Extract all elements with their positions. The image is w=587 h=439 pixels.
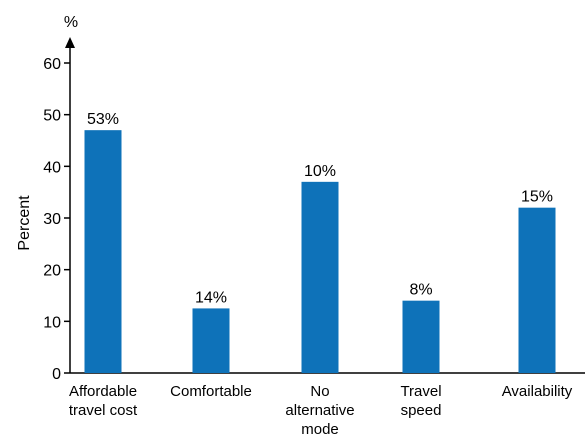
category-labels: Affordable travel cost Comfortable No altern… — [69, 383, 573, 438]
bar — [192, 308, 230, 373]
data-label: 8% — [409, 282, 432, 299]
y-tick-label: 0 — [52, 366, 61, 383]
bars — [84, 130, 556, 373]
y-tick-label: 10 — [43, 314, 61, 331]
x-category-label: No alternative mode — [285, 383, 354, 438]
y-tick-label: 60 — [43, 56, 61, 73]
x-category-label: Comfortable — [170, 383, 252, 400]
data-label: 14% — [195, 289, 227, 306]
bar — [84, 130, 122, 373]
y-tick-label: 50 — [43, 108, 61, 125]
data-labels: 53% 14% 10% 8% 15% — [87, 111, 553, 306]
bar — [518, 207, 556, 373]
bar — [301, 181, 339, 373]
data-label: 10% — [304, 163, 336, 180]
data-label: 15% — [521, 189, 553, 206]
y-axis-unit: % — [64, 14, 78, 31]
bar — [402, 300, 440, 373]
y-tick-label: 30 — [43, 211, 61, 228]
data-label: 53% — [87, 111, 119, 128]
y-axis-title: Percent — [16, 195, 33, 251]
y-tick-label: 40 — [43, 159, 61, 176]
x-category-label: Affordable travel cost — [69, 383, 138, 419]
x-category-label: Availability — [502, 383, 573, 400]
y-axis-arrow-icon — [65, 37, 75, 48]
y-tick-label: 20 — [43, 263, 61, 280]
x-category-label: Travel speed — [400, 383, 441, 419]
